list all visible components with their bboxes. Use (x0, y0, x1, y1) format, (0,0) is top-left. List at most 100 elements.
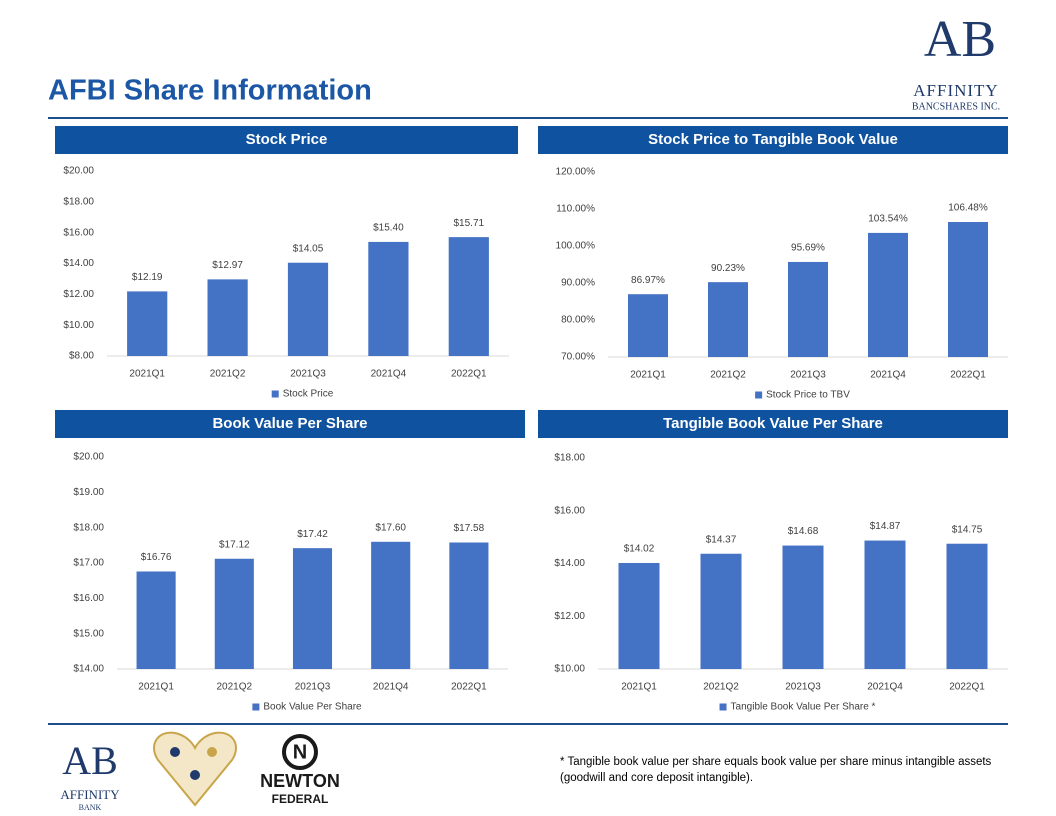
y-tick-label: $12.00 (554, 611, 585, 622)
data-label: $14.05 (293, 243, 324, 254)
x-tick-label: 2021Q2 (217, 682, 253, 693)
x-tick-label: 2021Q4 (373, 682, 409, 693)
newton-ring (282, 734, 318, 770)
x-tick-label: 2022Q1 (451, 369, 487, 380)
data-label: 106.48% (948, 203, 988, 214)
y-tick-label: $20.00 (73, 452, 104, 463)
data-label: $14.75 (952, 524, 983, 535)
heart-icon (170, 747, 180, 757)
panel-title: Book Value Per Share (212, 415, 367, 432)
newton-mark: N (293, 741, 307, 763)
bar (864, 540, 906, 669)
y-tick-label: $16.00 (554, 505, 585, 516)
x-tick-label: 2021Q2 (210, 369, 246, 380)
panel-header (538, 410, 1008, 438)
data-label: $17.60 (375, 522, 406, 533)
panel-title: Stock Price (246, 131, 328, 148)
panel-header (538, 126, 1008, 154)
bar (371, 541, 411, 669)
heart-logo (153, 731, 237, 807)
y-tick-label: 90.00% (561, 278, 595, 289)
newton-name: NEWTON (260, 771, 340, 791)
x-tick-label: 2021Q4 (870, 370, 906, 381)
x-tick-label: 2021Q2 (710, 370, 746, 381)
data-label: $14.02 (624, 544, 655, 555)
x-tick-label: 2021Q3 (790, 370, 826, 381)
x-tick-label: 2022Q1 (949, 682, 985, 693)
y-tick-label: $17.00 (73, 558, 104, 569)
y-tick-label: $10.00 (554, 664, 585, 675)
page-title: AFBI Share Information (48, 75, 372, 107)
panel-title: Tangible Book Value Per Share (663, 415, 883, 432)
data-label: 86.97% (631, 275, 665, 286)
y-tick-label: $16.00 (63, 227, 94, 238)
bar (449, 542, 489, 669)
newton-sub: FEDERAL (272, 792, 329, 806)
data-label: $12.97 (212, 260, 243, 271)
panel-header (55, 126, 518, 154)
logo-mark: AB (924, 11, 996, 68)
logo-sub: BANCSHARES INC. (912, 101, 1000, 112)
x-tick-label: 2021Q4 (867, 682, 903, 693)
bar (708, 282, 748, 357)
bar (948, 222, 988, 357)
data-label: 103.54% (868, 214, 908, 225)
legend-swatch (755, 391, 763, 399)
y-tick-label: 100.00% (556, 241, 596, 252)
x-tick-label: 2021Q4 (371, 369, 407, 380)
y-tick-label: $10.00 (63, 320, 94, 331)
legend-label: Stock Price to TBV (766, 390, 850, 401)
logo-name: AFFINITY (913, 81, 998, 100)
legend-swatch (252, 703, 260, 711)
data-label: $14.87 (870, 521, 901, 532)
bank-logo-name: AFFINITY (60, 787, 120, 802)
x-tick-label: 2022Q1 (950, 370, 986, 381)
data-label: 90.23% (711, 263, 745, 274)
y-tick-label: $15.00 (73, 628, 104, 639)
bar (628, 294, 668, 357)
y-tick-label: $14.00 (554, 558, 585, 569)
y-tick-label: $19.00 (73, 487, 104, 498)
y-tick-label: $12.00 (63, 289, 94, 300)
data-label: $14.68 (788, 526, 819, 537)
x-tick-label: 2021Q2 (703, 682, 739, 693)
y-tick-label: $8.00 (69, 351, 94, 362)
bar (207, 279, 248, 356)
y-tick-label: 120.00% (556, 167, 596, 178)
bank-logo-sub: BANK (79, 803, 102, 812)
data-label: $14.37 (706, 534, 737, 545)
y-tick-label: $20.00 (63, 166, 94, 177)
data-label: $15.71 (454, 218, 485, 229)
bank-logo-mark: AB (62, 738, 118, 783)
data-label: $17.42 (297, 529, 328, 540)
bar (136, 571, 176, 669)
data-label: 95.69% (791, 243, 825, 254)
bar (946, 543, 988, 669)
x-tick-label: 2021Q1 (630, 370, 666, 381)
y-tick-label: 80.00% (561, 315, 595, 326)
y-tick-label: $14.00 (73, 664, 104, 675)
footnote: * Tangible book value per share equals b… (560, 756, 992, 784)
bar (368, 241, 409, 356)
bar (127, 291, 168, 356)
heart-shape (153, 731, 237, 807)
legend-label: Tangible Book Value Per Share * (731, 702, 876, 713)
legend-swatch (271, 390, 279, 398)
bar (287, 262, 329, 356)
data-label: $17.58 (454, 523, 485, 534)
bar (448, 237, 489, 356)
data-label: $17.12 (219, 539, 250, 550)
x-tick-label: 2022Q1 (451, 682, 487, 693)
y-tick-label: $18.00 (73, 522, 104, 533)
panel-title: Stock Price to Tangible Book Value (648, 131, 898, 148)
x-tick-label: 2021Q1 (621, 682, 657, 693)
legend-swatch (719, 703, 727, 711)
bar (618, 562, 660, 669)
panel-header (55, 410, 525, 438)
x-tick-label: 2021Q1 (138, 682, 174, 693)
y-tick-label: $16.00 (73, 593, 104, 604)
heart-icon (207, 747, 217, 757)
heart-icon (190, 770, 200, 780)
